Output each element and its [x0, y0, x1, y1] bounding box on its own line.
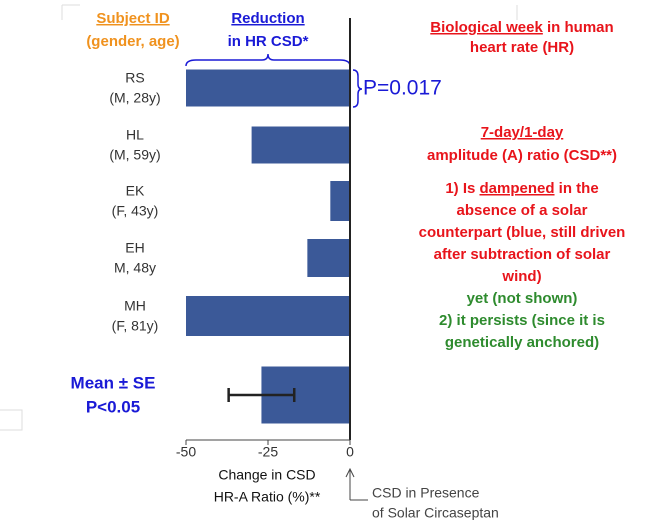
- category-detail: M, 48y: [114, 260, 156, 276]
- note-text: dampened: [480, 180, 555, 197]
- bar: [251, 126, 350, 164]
- note-line: amplitude (A) ratio (CSD**): [427, 147, 617, 164]
- note-text: counterpart (blue, still driven: [419, 224, 626, 241]
- note-line: yet (not shown): [467, 290, 578, 307]
- zero-note: CSD in Presence: [372, 485, 480, 501]
- note-line: 7-day/1-day: [481, 124, 564, 141]
- frame-fragment: [0, 4, 518, 431]
- category-label: HL: [126, 127, 144, 143]
- note-text: wind): [501, 268, 541, 285]
- note-text: 2) it persists (since it is: [439, 312, 605, 329]
- bar: [186, 296, 350, 336]
- header-subject: Subject ID: [96, 10, 170, 27]
- note-line: genetically anchored): [445, 334, 599, 351]
- brace: [352, 69, 363, 108]
- category-label: MH: [124, 298, 146, 314]
- note-text: 1) Is: [445, 180, 479, 197]
- note-line: 2) it persists (since it is: [439, 312, 605, 329]
- x-tick-label: -25: [258, 444, 278, 460]
- note-text: 7-day/1-day: [481, 124, 564, 141]
- note-text: in the: [555, 180, 599, 197]
- arrow: [345, 467, 368, 501]
- note-text: after subtraction of solar: [434, 246, 611, 263]
- header-reduction: Reduction: [231, 10, 304, 27]
- note-line: counterpart (blue, still driven: [419, 224, 626, 241]
- note-text: Biological week: [430, 19, 543, 36]
- note-text: yet (not shown): [467, 290, 578, 307]
- x-tick-label: -50: [176, 444, 196, 460]
- category-detail: (F, 81y): [112, 318, 159, 334]
- x-axis-label: Change in CSD: [218, 467, 315, 483]
- bar: [330, 181, 350, 221]
- bar: [186, 69, 350, 107]
- note-line: wind): [501, 268, 541, 285]
- note-line: after subtraction of solar: [434, 246, 611, 263]
- bar: [307, 239, 350, 277]
- category-label: EH: [125, 240, 144, 256]
- note-text: absence of a solar: [457, 202, 588, 219]
- category-detail: P<0.05: [86, 397, 140, 416]
- category-detail: (M, 28y): [109, 90, 160, 106]
- category-label: EK: [126, 183, 145, 199]
- header-reduction-detail: in HR CSD*: [228, 33, 309, 50]
- note-text: genetically anchored): [445, 334, 599, 351]
- x-axis-label: HR-A Ratio (%)**: [214, 489, 321, 505]
- note-text: heart rate (HR): [470, 39, 574, 56]
- note-line: Biological week in human: [430, 19, 613, 36]
- category-detail: (M, 59y): [109, 147, 160, 163]
- note-line: 1) Is dampened in the: [445, 180, 598, 197]
- note-line: heart rate (HR): [470, 39, 574, 56]
- note-line: absence of a solar: [457, 202, 588, 219]
- p-value: P=0.017: [363, 77, 442, 100]
- zero-note: of Solar Circaseptan: [372, 505, 499, 520]
- header-subject-detail: (gender, age): [86, 33, 179, 50]
- category-detail: (F, 43y): [112, 203, 159, 219]
- x-tick-label: 0: [346, 444, 354, 460]
- category-label: RS: [125, 70, 144, 86]
- note-text: amplitude (A) ratio (CSD**): [427, 147, 617, 164]
- category-label: Mean ± SE: [71, 373, 156, 392]
- note-text: in human: [543, 19, 614, 36]
- error-bar: [227, 388, 296, 402]
- brace: [185, 53, 351, 67]
